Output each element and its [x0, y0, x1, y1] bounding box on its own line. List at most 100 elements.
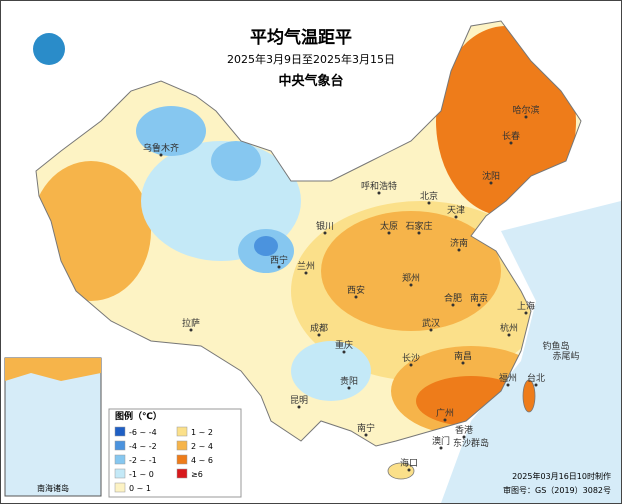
city-label: 杭州 — [500, 322, 518, 334]
city-dot — [409, 283, 413, 287]
subtitle: 2025年3月9日至2025年3月15日 — [227, 52, 395, 66]
city-dot — [409, 363, 413, 367]
legend-swatch — [176, 468, 188, 479]
city-dot — [451, 303, 455, 307]
footer-approval: 审图号：GS（2019）3082号 — [503, 485, 611, 495]
city-label: 福州 — [499, 372, 517, 384]
city-label: 银川 — [316, 220, 334, 232]
city-label: 呼和浩特 — [361, 180, 397, 192]
city-label: 台北 — [527, 372, 545, 384]
city-dot — [323, 231, 327, 235]
city-label: 上海 — [517, 300, 535, 312]
city-dot — [347, 386, 351, 390]
city-dot — [524, 115, 528, 119]
legend-label: ≥6 — [191, 470, 203, 479]
city-dot — [364, 433, 368, 437]
legend-swatch — [176, 426, 188, 437]
city-dot — [407, 468, 411, 472]
city-label: 澳门 — [432, 435, 450, 447]
city-dot — [457, 248, 461, 252]
legend-title: 图例（℃） — [115, 410, 162, 422]
city-label: 郑州 — [402, 272, 420, 284]
city-label: 南宁 — [357, 422, 375, 434]
city-dot — [506, 383, 510, 387]
city-dot — [342, 350, 346, 354]
city-dot — [377, 191, 381, 195]
city-label: 东沙群岛 — [453, 437, 489, 449]
legend-swatch — [176, 440, 188, 451]
city-dot — [159, 153, 163, 157]
legend — [108, 408, 242, 498]
city-dot — [429, 328, 433, 332]
legend-label: -1 ~ 0 — [129, 470, 154, 479]
legend-label: -4 ~ -2 — [129, 442, 157, 451]
city-label: 昆明 — [290, 395, 308, 406]
legend-label: -2 ~ -1 — [129, 456, 157, 465]
city-dot — [534, 383, 538, 387]
city-label: 西安 — [347, 284, 365, 296]
legend-swatch — [114, 468, 126, 479]
city-label: 贵阳 — [340, 375, 358, 387]
city-label: 长春 — [502, 130, 520, 142]
city-label: 合肥 — [444, 292, 462, 304]
city-dot — [439, 446, 443, 450]
city-label: 广州 — [436, 407, 454, 419]
city-dot — [317, 333, 321, 337]
legend-swatch — [114, 454, 126, 465]
inset — [4, 357, 102, 497]
city-label: 武汉 — [422, 317, 440, 329]
city-dot — [277, 265, 281, 269]
city-dot — [454, 215, 458, 219]
city-label: 赤尾屿 — [552, 351, 579, 362]
legend-swatch — [114, 482, 126, 493]
footer-made: 2025年03月16日10时制作 — [512, 471, 611, 481]
city-label: 太原 — [380, 220, 398, 232]
city-label: 拉萨 — [182, 317, 200, 329]
city-label: 乌鲁木齐 — [143, 142, 179, 154]
city-dot — [524, 311, 528, 315]
legend-label: 1 ~ 2 — [191, 428, 213, 437]
title: 平均气温距平 — [250, 27, 352, 48]
legend-swatch — [114, 426, 126, 437]
legend-label: 4 ~ 6 — [191, 456, 213, 465]
city-label: 济南 — [450, 237, 468, 249]
city-dot — [387, 231, 391, 235]
logo — [33, 33, 65, 65]
inset-label: 南海诸岛 — [37, 483, 69, 493]
legend-swatch — [176, 454, 188, 465]
legend-label: -6 ~ -4 — [129, 428, 157, 437]
city-label: 北京 — [420, 190, 438, 202]
city-label: 西宁 — [270, 254, 288, 266]
city-dot — [461, 361, 465, 365]
city-dot — [507, 333, 511, 337]
city-label: 哈尔滨 — [512, 104, 539, 116]
agency: 中央气象台 — [278, 73, 343, 89]
legend-label: 2 ~ 4 — [191, 442, 213, 451]
city-dot — [417, 231, 421, 235]
legend-label: 0 ~ 1 — [129, 484, 151, 493]
city-label: 天津 — [447, 205, 465, 216]
city-label: 成都 — [310, 322, 328, 334]
city-dot — [489, 181, 493, 185]
taiwan — [522, 379, 536, 413]
city-dot — [189, 328, 193, 332]
hainan — [387, 462, 415, 480]
city-dot — [477, 303, 481, 307]
city-dot — [354, 295, 358, 299]
city-dot — [443, 418, 447, 422]
city-label: 南京 — [470, 292, 488, 304]
city-label: 兰州 — [297, 260, 315, 272]
sea — [441, 201, 621, 503]
city-dot — [462, 435, 466, 439]
city-label: 海口 — [400, 457, 418, 469]
city-dot — [509, 141, 513, 145]
city-label: 长沙 — [402, 352, 420, 364]
city-label: 钓鱼岛 — [542, 340, 569, 352]
city-label: 重庆 — [335, 339, 353, 351]
city-label: 南昌 — [454, 350, 472, 362]
city-dot — [427, 201, 431, 205]
city-label: 沈阳 — [482, 170, 500, 182]
city-dot — [304, 271, 308, 275]
